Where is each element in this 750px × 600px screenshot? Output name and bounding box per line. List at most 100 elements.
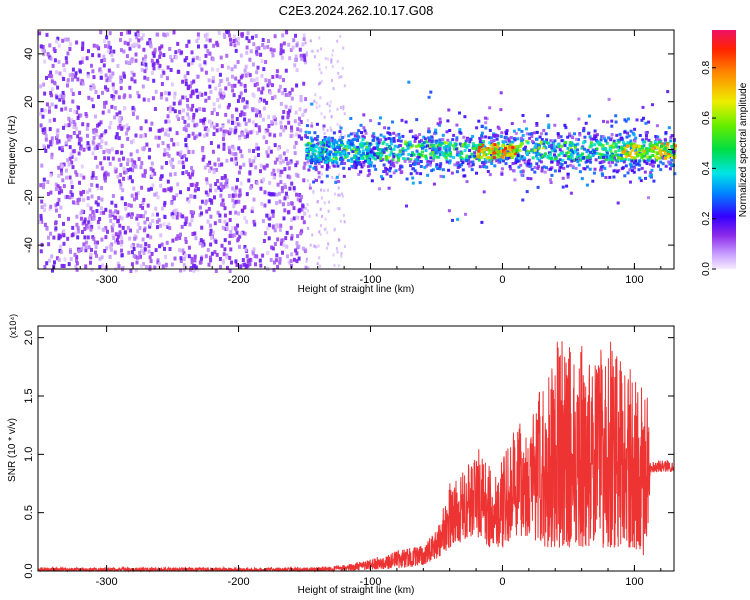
- spectrogram-point: [49, 204, 53, 209]
- spectrogram-point: [343, 112, 346, 116]
- spectrogram-point: [315, 213, 318, 217]
- spectrogram-point: [149, 259, 153, 264]
- spectrogram-point: [660, 144, 664, 148]
- spectrogram-point: [438, 123, 442, 127]
- spectrogram-point: [64, 106, 68, 111]
- spectrogram-point: [629, 145, 633, 149]
- spectrogram-point: [540, 138, 544, 141]
- spectrogram-point: [183, 58, 187, 63]
- spectrogram-point: [275, 253, 279, 258]
- spectrogram-point: [661, 156, 665, 160]
- spectrogram-point: [275, 192, 279, 197]
- spectrogram-point: [384, 155, 388, 159]
- spectrogram-point: [109, 246, 113, 251]
- spectrogram-point: [668, 150, 672, 154]
- spectrogram-point: [67, 162, 71, 167]
- spectrogram-point: [458, 153, 462, 157]
- spectrogram-point: [215, 40, 219, 45]
- spectrogram-point: [670, 163, 674, 167]
- spectrogram-point: [95, 253, 98, 258]
- spectrogram-point: [289, 105, 293, 110]
- spectrogram-point: [338, 130, 342, 134]
- spectrogram-point: [423, 137, 427, 141]
- spectrogram-point: [604, 147, 608, 151]
- spectrogram-point: [381, 141, 385, 145]
- spectrogram-point: [603, 153, 607, 157]
- spectrogram-point: [538, 135, 542, 139]
- spectrogram-point: [267, 213, 271, 218]
- spectrogram-point: [205, 209, 209, 214]
- spectrogram-point: [471, 163, 475, 167]
- spectrogram-point: [86, 133, 89, 138]
- spectrogram-point: [60, 164, 64, 169]
- spectrogram-point: [307, 155, 311, 159]
- spectrogram-point: [311, 149, 315, 153]
- spectrogram-point: [331, 79, 333, 82]
- spectrogram-point: [269, 258, 273, 262]
- spectrogram-point: [334, 180, 338, 184]
- spectrogram-point: [122, 95, 126, 100]
- spectrogram-point: [305, 148, 309, 152]
- spectrogram-point: [72, 120, 76, 124]
- spectrogram-point: [104, 207, 108, 212]
- spectrogram-point: [89, 252, 93, 257]
- spectrogram-point: [322, 139, 326, 143]
- spectrogram-point: [312, 143, 316, 147]
- spectrogram-point: [266, 251, 270, 255]
- spectrogram-point: [71, 225, 75, 230]
- spectrogram-point: [320, 224, 322, 228]
- spectrogram-point: [421, 142, 424, 146]
- spectrogram-point: [499, 108, 503, 112]
- spectrogram-point: [326, 158, 330, 162]
- spectrogram-point: [135, 42, 139, 47]
- spectrogram-point: [187, 187, 191, 192]
- spectrogram-point: [322, 148, 326, 151]
- spectrogram-point: [102, 150, 106, 155]
- spectrogram-point: [581, 152, 584, 156]
- spectrogram-point: [108, 213, 112, 218]
- spectrogram-point: [659, 151, 662, 155]
- spectrogram-point: [309, 159, 313, 163]
- spectrogram-point: [594, 158, 598, 162]
- spectrogram-point: [248, 57, 252, 62]
- spectrogram-point: [252, 149, 255, 153]
- spectrogram-point: [521, 114, 525, 117]
- spectrogram-point: [143, 247, 147, 252]
- spectrogram-point: [73, 109, 77, 114]
- spectrogram-point: [389, 142, 393, 146]
- spectrogram-point: [370, 179, 374, 183]
- spectrogram-point: [508, 165, 512, 168]
- spectrogram-point: [98, 67, 102, 72]
- spectrogram-point: [434, 128, 438, 132]
- spectrogram-point: [102, 210, 106, 215]
- spectrogram-point: [220, 202, 224, 207]
- spectrogram-point: [609, 138, 613, 142]
- spectrogram-point: [226, 105, 230, 110]
- spectrogram-point: [315, 101, 318, 105]
- spectrogram-point: [557, 153, 561, 157]
- spectrogram-point: [167, 146, 171, 151]
- spectrogram-point: [175, 55, 178, 60]
- spectrogram-point: [477, 158, 481, 162]
- spectrogram-point: [165, 240, 169, 245]
- spectrogram-point: [302, 220, 306, 225]
- spectrogram-point: [556, 133, 560, 137]
- spectrogram-y-tick-label: 40: [23, 48, 35, 60]
- spectrogram-point: [329, 158, 333, 162]
- spectrogram-point: [371, 134, 375, 138]
- spectrogram-point: [610, 124, 614, 128]
- spectrogram-point: [265, 213, 269, 218]
- spectrogram-point: [225, 255, 228, 260]
- spectrogram-point: [158, 244, 162, 249]
- spectrogram-point: [54, 226, 58, 231]
- spectrogram-point: [641, 138, 645, 142]
- spectrogram-point: [125, 131, 128, 136]
- spectrogram-point: [279, 180, 283, 185]
- spectrogram-point: [384, 166, 388, 170]
- spectrogram-point: [410, 153, 414, 157]
- spectrogram-point: [435, 163, 439, 167]
- spectrogram-point: [150, 161, 154, 166]
- spectrogram-point: [400, 165, 404, 169]
- spectrogram-point: [323, 160, 327, 164]
- spectrogram-point: [194, 265, 198, 270]
